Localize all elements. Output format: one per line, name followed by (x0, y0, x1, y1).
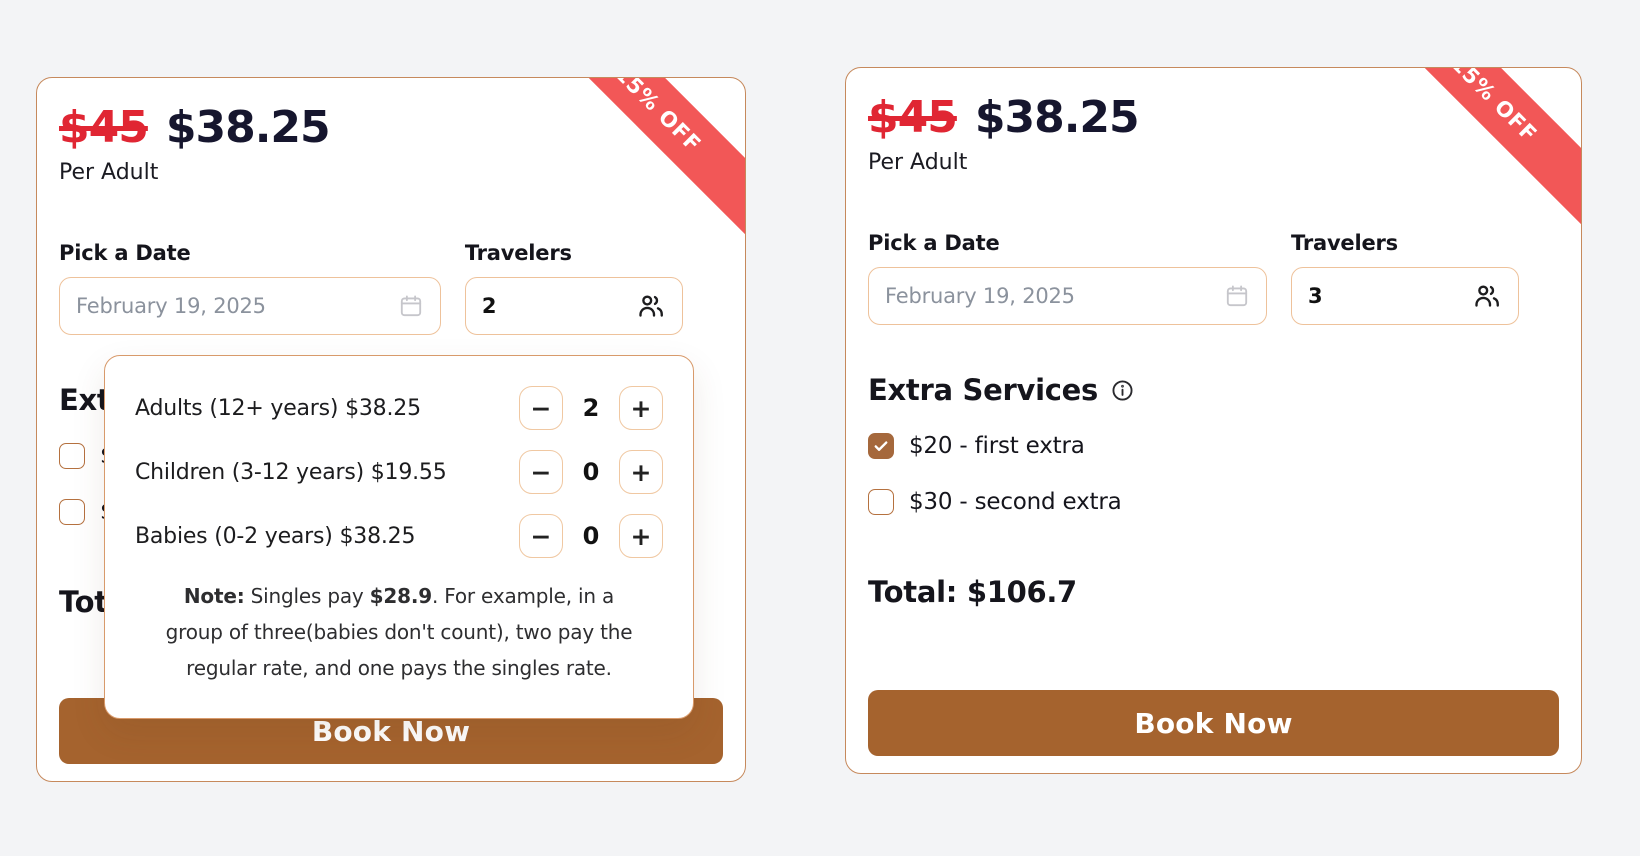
travelers-field: Travelers 2 (464, 241, 683, 336)
date-placeholder: February 19, 2025 (76, 294, 266, 319)
extra-services-title: Extra Services (868, 373, 1098, 408)
travelers-field: Travelers 3 (1291, 231, 1519, 326)
increment-button[interactable]: + (619, 514, 663, 558)
booking-card-right: 15% OFF $45 $38.25 Per Adult Pick a Date… (845, 67, 1582, 774)
checkbox-second-extra[interactable] (868, 489, 894, 516)
discounted-price: $38.25 (165, 102, 331, 153)
date-placeholder: February 19, 2025 (885, 284, 1075, 309)
travelers-popup: Adults (12+ years) $38.25 − 2 + Children… (104, 355, 694, 719)
singles-rate-note: Note: Singles pay $28.9. For example, in… (165, 584, 633, 680)
adults-count: 2 (582, 394, 600, 422)
date-field: Pick a Date February 19, 2025 (59, 241, 441, 336)
price-row: $45 $38.25 (59, 102, 723, 153)
babies-count: 0 (582, 522, 600, 550)
checkbox-second-extra[interactable] (59, 499, 85, 526)
book-now-button[interactable]: Book Now (868, 690, 1559, 756)
decrement-button[interactable]: − (519, 450, 563, 494)
date-field-label: Pick a Date (868, 231, 1000, 256)
extra-services-header: Extra Services (868, 373, 1559, 407)
traveler-type-row-babies: Babies (0-2 years) $38.25 − 0 + (135, 514, 663, 558)
price-unit-label: Per Adult (868, 150, 968, 176)
travelers-input[interactable]: 2 (464, 277, 683, 336)
decrement-button[interactable]: − (519, 514, 563, 558)
extra-service-option-1[interactable]: $20 - first extra (868, 433, 1559, 460)
people-icon (636, 291, 666, 321)
price-row: $45 $38.25 (868, 92, 1559, 143)
decrement-button[interactable]: − (519, 386, 563, 430)
travelers-field-label: Travelers (464, 241, 572, 266)
extra-service-label: $20 - first extra (909, 433, 1085, 460)
total-price: Total: $106.7 (868, 575, 1077, 610)
checkbox-first-extra[interactable] (59, 443, 85, 470)
date-input[interactable]: February 19, 2025 (868, 267, 1267, 326)
extra-service-option-2[interactable]: $30 - second extra (868, 489, 1559, 516)
travelers-input[interactable]: 3 (1291, 267, 1519, 326)
adults-stepper: − 2 + (519, 386, 663, 430)
original-price: $45 (59, 102, 149, 153)
people-icon (1472, 281, 1502, 311)
calendar-icon (1224, 283, 1250, 309)
price-unit-label: Per Adult (59, 160, 159, 186)
babies-stepper: − 0 + (519, 514, 663, 558)
booking-card-left: 15% OFF $45 $38.25 Per Adult Pick a Date… (36, 77, 746, 782)
travelers-field-label: Travelers (1291, 231, 1398, 256)
traveler-type-row-children: Children (3-12 years) $19.55 − 0 + (135, 450, 663, 494)
travelers-value: 2 (481, 294, 497, 319)
date-field-label: Pick a Date (59, 241, 191, 266)
traveler-type-row-adults: Adults (12+ years) $38.25 − 2 + (135, 386, 663, 430)
info-icon[interactable] (1110, 378, 1135, 403)
increment-button[interactable]: + (619, 386, 663, 430)
date-field: Pick a Date February 19, 2025 (868, 231, 1267, 326)
children-count: 0 (582, 458, 600, 486)
discounted-price: $38.25 (974, 92, 1140, 143)
date-input[interactable]: February 19, 2025 (59, 277, 441, 336)
booking-fields-row: Pick a Date February 19, 2025 Travelers … (868, 231, 1559, 326)
children-stepper: − 0 + (519, 450, 663, 494)
traveler-type-label: Babies (0-2 years) $38.25 (135, 523, 416, 549)
travelers-value: 3 (1308, 284, 1323, 309)
original-price: $45 (868, 92, 958, 143)
extra-service-label: $30 - second extra (909, 489, 1122, 516)
booking-fields-row: Pick a Date February 19, 2025 Travelers … (59, 241, 723, 336)
increment-button[interactable]: + (619, 450, 663, 494)
traveler-type-label: Children (3-12 years) $19.55 (135, 459, 447, 485)
calendar-icon (398, 293, 424, 319)
traveler-type-label: Adults (12+ years) $38.25 (135, 395, 421, 421)
checkbox-first-extra[interactable] (868, 433, 894, 460)
